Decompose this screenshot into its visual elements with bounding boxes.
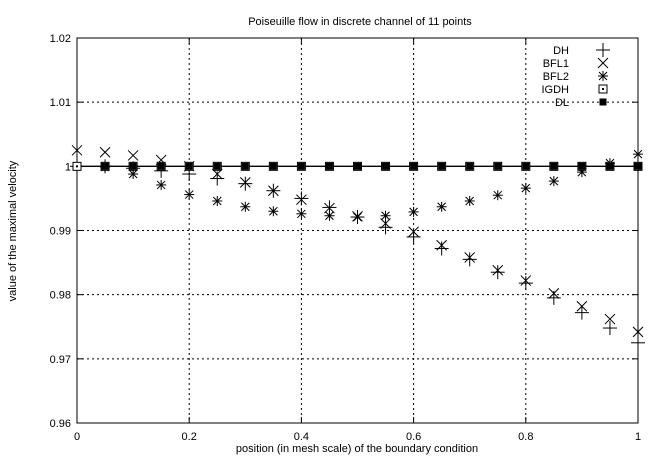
data-point-bfl2	[352, 212, 363, 223]
data-point-dl	[269, 162, 277, 170]
data-point-bfl1	[267, 185, 279, 197]
data-point-bfl1	[71, 144, 83, 156]
x-tick-label: 0.8	[518, 431, 533, 443]
data-point-dl	[325, 162, 333, 170]
data-point-dl	[466, 162, 474, 170]
data-point-dh	[631, 335, 645, 350]
legend-marker-bfl1	[597, 57, 609, 69]
data-point-dh	[294, 191, 309, 206]
data-point-dh	[490, 265, 505, 280]
y-tick-label: 0.99	[50, 226, 71, 238]
y-tick-label: 1	[65, 161, 71, 173]
data-points	[70, 144, 645, 350]
data-point-bfl2	[548, 176, 559, 187]
data-point-dh	[574, 305, 589, 320]
y-tick-label: 1.02	[50, 33, 71, 45]
data-point-bfl1	[408, 226, 419, 238]
y-tick-label: 0.98	[50, 290, 71, 302]
data-point-dh	[518, 276, 533, 291]
y-tick-label: 0.97	[50, 354, 71, 366]
data-point-dh	[238, 176, 253, 191]
data-point-bfl1	[520, 275, 532, 286]
data-point-bfl2	[436, 201, 447, 212]
data-point-bfl2	[520, 183, 531, 194]
legend-label-dl: DL	[555, 97, 569, 109]
data-point-bfl1	[576, 300, 588, 312]
data-point-dl	[522, 162, 530, 170]
legend-marker-dl	[599, 98, 607, 106]
data-point-bfl1	[127, 150, 139, 161]
data-point-dl	[101, 162, 109, 170]
data-point-bfl2	[184, 189, 195, 200]
x-tick-label: 0	[74, 431, 80, 443]
data-point-bfl2	[633, 149, 643, 160]
data-point-dl	[297, 162, 305, 170]
data-point-bfl2	[408, 206, 419, 217]
x-tick-label: 0.6	[406, 431, 421, 443]
series-dl	[101, 162, 642, 170]
data-point-bfl1	[436, 239, 448, 251]
data-point-bfl1	[239, 177, 251, 188]
data-point-bfl2	[268, 206, 279, 217]
data-point-igdh	[72, 161, 82, 171]
data-point-bfl2	[156, 179, 167, 190]
data-point-bfl1	[492, 264, 504, 276]
data-point-bfl1	[380, 218, 391, 229]
data-point-dl	[213, 162, 221, 170]
data-point-dl	[578, 162, 586, 170]
y-axis-label: value of the maximal velocity	[7, 160, 19, 301]
chart-title: Poiseuille flow in discrete channel of 1…	[248, 16, 472, 28]
data-point-dl	[438, 162, 446, 170]
x-axis-label: position (in mesh scale) of the boundary…	[236, 443, 478, 455]
data-point-bfl1	[604, 313, 616, 325]
data-point-dh	[602, 321, 617, 336]
legend-marker-bfl2	[598, 71, 608, 81]
data-point-dl	[494, 162, 502, 170]
y-tick-label: 0.96	[50, 418, 71, 430]
legend-marker-igdh	[598, 84, 608, 94]
x-tick-label: 0.4	[294, 431, 309, 443]
data-point-dh	[378, 220, 393, 235]
data-point-bfl1	[99, 146, 111, 158]
data-point-bfl2	[296, 208, 307, 219]
legend-label-bfl2: BFL2	[543, 71, 569, 83]
axis-ticks: 0 0.2 0.4 0.6 0.8 1 0.96 0.97 0.98 0.99 1 1.01 1.02	[50, 33, 641, 443]
data-point-bfl2	[380, 210, 391, 221]
legend-label-bfl1: BFL1	[543, 58, 569, 70]
data-point-bfl1	[548, 288, 560, 299]
y-tick-label: 1.01	[50, 97, 71, 109]
legend-marker-dh	[596, 43, 610, 57]
data-point-dh	[434, 241, 449, 256]
data-point-dl	[634, 162, 642, 170]
data-point-dl	[382, 162, 390, 170]
data-point-dl	[241, 162, 249, 170]
data-point-dl	[354, 162, 361, 170]
data-point-dl	[129, 162, 137, 170]
legend-label-igdh: IGDH	[542, 84, 570, 96]
data-point-bfl2	[240, 201, 251, 212]
data-point-bfl1	[324, 202, 335, 214]
data-point-dl	[606, 162, 614, 170]
data-point-bfl2	[212, 195, 223, 206]
data-point-bfl1	[296, 194, 307, 206]
data-point-bfl1	[464, 252, 476, 263]
data-point-dl	[157, 162, 165, 170]
data-point-bfl2	[324, 210, 335, 221]
data-point-bfl2	[464, 195, 475, 206]
x-tick-label: 1	[635, 431, 641, 443]
legend-label-dh: DH	[553, 45, 569, 57]
data-point-bfl1	[632, 326, 644, 338]
data-point-dl	[550, 162, 558, 170]
data-point-bfl2	[492, 190, 503, 201]
data-point-dl	[410, 162, 418, 170]
data-point-dl	[185, 162, 193, 170]
data-point-dh	[462, 252, 477, 267]
x-tick-label: 0.2	[182, 431, 197, 443]
